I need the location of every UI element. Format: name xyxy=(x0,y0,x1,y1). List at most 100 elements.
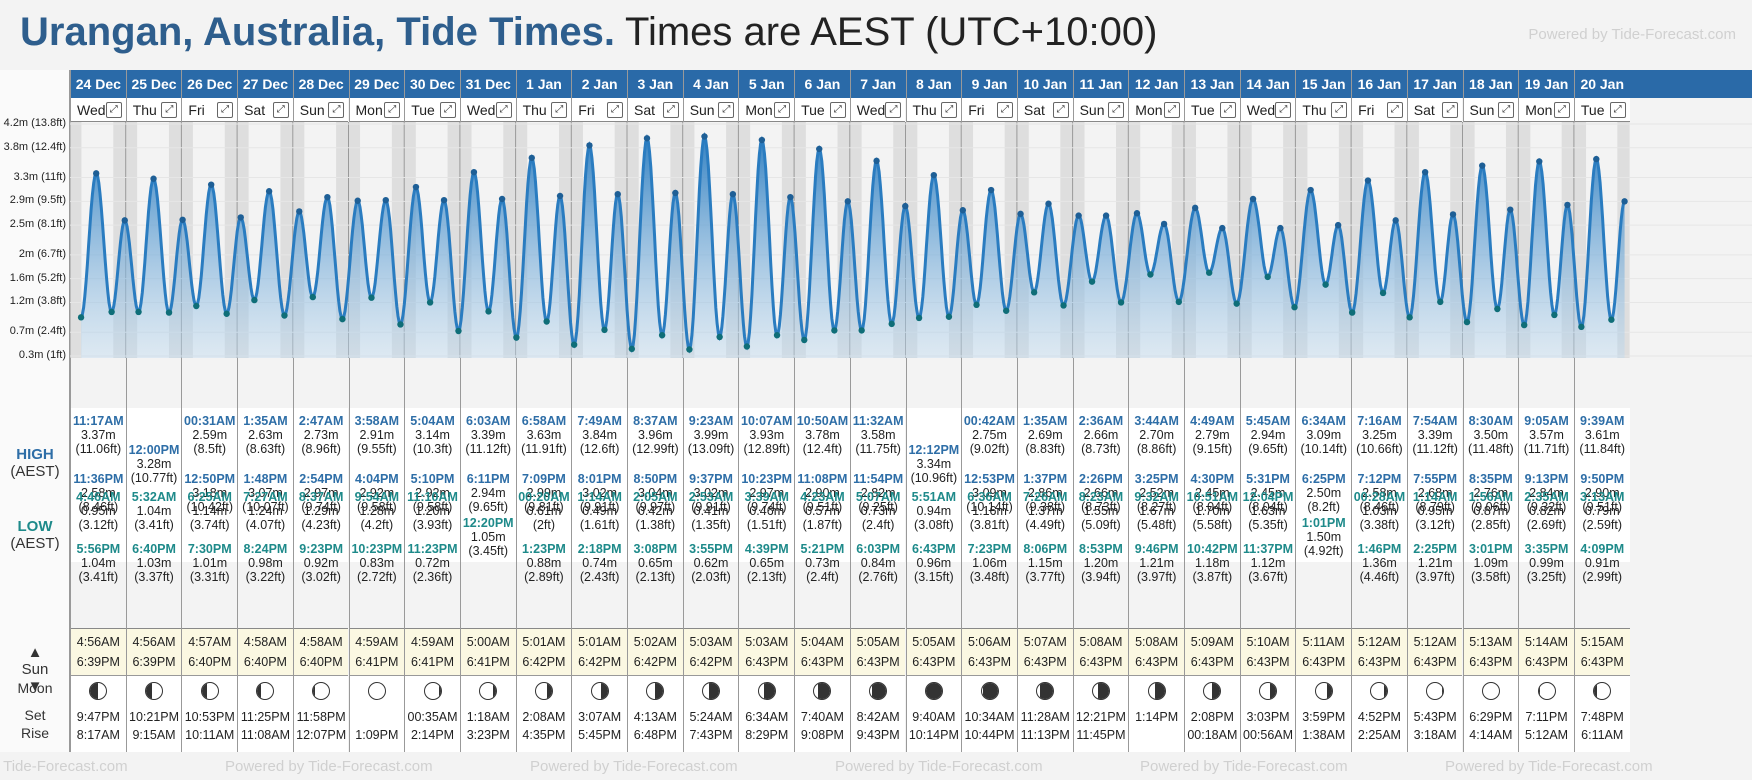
tide-extreme-point xyxy=(1277,224,1284,232)
low-tide-time: 10:51AM xyxy=(1186,490,1239,504)
expand-day-icon[interactable]: ⤢ xyxy=(1442,102,1459,118)
low-tide-feet: (1.61ft) xyxy=(579,518,620,532)
footer-watermark: Powered by Tide-Forecast.com xyxy=(530,758,738,775)
tide-times-cell: 6:03AM 3.39m (11.12ft) 6:11PM 2.94m (9.65ft) 1… xyxy=(460,408,516,562)
expand-day-icon[interactable]: ⤢ xyxy=(1163,102,1180,118)
expand-day-icon[interactable]: ⤢ xyxy=(328,102,345,118)
high-tide: 4:04PM 2.92m (9.58ft) xyxy=(350,472,405,514)
low-tide-time: 1:14AM xyxy=(1412,490,1458,504)
tide-extreme-point xyxy=(1060,302,1067,309)
expand-day-icon[interactable]: ⤢ xyxy=(1553,102,1570,118)
low-tide-feet: (3.15ft) xyxy=(914,570,954,584)
sun-times: 5:06AM 6:43PM xyxy=(962,628,1017,676)
expand-day-icon[interactable]: ⤢ xyxy=(217,102,234,118)
expand-day-icon[interactable]: ⤢ xyxy=(272,102,289,118)
moon-shadow xyxy=(438,683,441,699)
expand-day-icon[interactable]: ⤢ xyxy=(384,102,401,118)
low-tide: 1:23PM 0.88m (2.89ft) xyxy=(517,542,572,584)
low-tide: 4:09PM 0.91m (2.99ft) xyxy=(1575,542,1630,584)
sunrise-time: 5:12AM xyxy=(1357,635,1401,649)
day-date: 17 Jan xyxy=(1413,76,1457,92)
low-tide-feet: (2.69ft) xyxy=(1526,518,1567,532)
expand-day-icon[interactable]: ⤢ xyxy=(606,102,623,118)
expand-day-icon[interactable]: ⤢ xyxy=(1275,102,1292,118)
sunset-time: 6:41PM xyxy=(466,655,510,669)
expand-day-icon[interactable]: ⤢ xyxy=(1498,102,1515,118)
high-tide: 5:04AM 3.14m (10.3ft) xyxy=(405,414,460,456)
tide-extreme-point xyxy=(1002,307,1010,314)
expand-day-icon[interactable]: ⤢ xyxy=(662,102,679,118)
expand-day-icon[interactable]: ⤢ xyxy=(495,102,512,118)
moon-set-time: 2:08PM xyxy=(1190,710,1234,724)
low-tide-meters: 0.62m xyxy=(693,556,729,570)
low-tide-time: 8:24PM xyxy=(243,542,288,556)
low-tide-time: 8:23AM xyxy=(1078,490,1124,504)
moon-shadow xyxy=(1269,683,1277,699)
low-tide-meters: 0.61m xyxy=(526,504,562,518)
expand-day-icon[interactable]: ⤢ xyxy=(1609,102,1626,118)
day-weekday: Thu ⤢ xyxy=(126,98,182,122)
low-tide-meters: 1.03m xyxy=(1362,504,1397,518)
expand-day-icon[interactable]: ⤢ xyxy=(1219,102,1236,118)
sun-times: 5:07AM 6:43PM xyxy=(1017,628,1073,676)
expand-day-icon[interactable]: ⤢ xyxy=(161,102,178,118)
high-tide-meters: 3.37m xyxy=(80,428,116,442)
footer-watermark: Powered by Tide-Forecast.com xyxy=(835,758,1043,775)
high-tide: 7:55PM 2.68m (8.79ft) xyxy=(1408,472,1463,514)
moon-cell: 2:08PM 00:18AM xyxy=(1185,676,1240,752)
expand-day-icon[interactable]: ⤢ xyxy=(439,102,456,118)
low-tide-meters: 1.21m xyxy=(1139,556,1175,570)
high-tide-feet: (9.65ft) xyxy=(468,500,509,514)
tide-times-cell: 8:37AM 3.96m (12.99ft) 8:50PM 3.04m (9.97ft) 2… xyxy=(628,408,683,584)
y-axis-tick-label: 3.3m (11ft) xyxy=(13,170,66,183)
tide-times-cell: 5:04AM 3.14m (10.3ft) 5:10PM 2.92m (9.58ft) 11… xyxy=(405,408,460,584)
moon-cell: 11:28AM 11:13PM xyxy=(1017,676,1073,752)
high-tide: 4:30PM 2.45m (8.04ft) xyxy=(1185,472,1240,514)
expand-day-icon[interactable]: ⤢ xyxy=(1331,102,1348,118)
high-tide: 9:39AM 3.61m (11.84ft) xyxy=(1575,414,1630,456)
expand-day-icon[interactable]: ⤢ xyxy=(718,102,735,118)
low-tide-meters: 0.49m xyxy=(582,504,618,518)
high-tide-meters: 2.52m xyxy=(1139,486,1175,500)
moon-set-time: 7:11PM xyxy=(1525,710,1568,724)
moon-shadow xyxy=(925,683,942,699)
expand-day-icon[interactable]: ⤢ xyxy=(1052,102,1069,118)
expand-day-icon[interactable]: ⤢ xyxy=(941,102,958,118)
day-date: 28 Dec xyxy=(298,76,344,92)
low-tide-feet: (2.59ft) xyxy=(1582,518,1623,532)
expand-day-icon[interactable]: ⤢ xyxy=(551,102,568,118)
moon-cell: 3:59PM 1:38AM xyxy=(1296,676,1352,752)
low-tide-meters: 1.24m xyxy=(248,504,283,518)
tide-times-cell: 9:39AM 3.61m (11.84ft) 9:50PM 2.90m (9.51ft) 3… xyxy=(1574,408,1630,584)
expand-day-icon[interactable]: ⤢ xyxy=(829,102,846,118)
expand-day-icon[interactable]: ⤢ xyxy=(774,102,791,118)
sunset-time: 6:43PM xyxy=(1079,655,1123,669)
high-tide-feet: (9.51ft) xyxy=(802,500,843,514)
low-tide-time: 4:46AM xyxy=(76,490,121,504)
expand-day-icon[interactable]: ⤢ xyxy=(105,102,122,118)
high-tide-meters: 2.58m xyxy=(1362,486,1397,500)
low-tide-meters: 0.72m xyxy=(415,556,450,570)
low-tide-meters: 1.37m xyxy=(1027,504,1063,518)
expand-day-icon[interactable]: ⤢ xyxy=(1108,102,1125,118)
night-shade xyxy=(515,122,528,358)
high-tide-time: 9:23AM xyxy=(688,414,734,428)
sun-times: 5:08AM 6:43PM xyxy=(1073,628,1129,676)
expand-day-icon[interactable]: ⤢ xyxy=(996,102,1013,118)
day-column: 7 Jan Wed ⤢ 11:32AM 3.58m (11.75ft) 11:54PM 2.8… xyxy=(849,70,906,752)
day-column: 8 Jan Thu ⤢ 12:12PM 3.34m (10.96ft) 5:51AM 0.94… xyxy=(905,70,962,752)
low-tide-time: 5:51AM xyxy=(911,490,957,504)
low-tide-feet: (3.22ft) xyxy=(245,570,286,584)
moon-shadow xyxy=(871,683,887,699)
low-tide-meters: 1.09m xyxy=(1473,556,1509,570)
low-tide-time: 1:46PM xyxy=(1357,542,1402,556)
low-tide: 7:27AM 1.24m (4.07ft) xyxy=(238,490,293,532)
sunrise-time: 5:03AM xyxy=(745,635,789,649)
tide-extreme-point xyxy=(1364,177,1372,184)
expand-day-icon[interactable]: ⤢ xyxy=(1386,102,1403,118)
high-tide: 2:54PM 2.97m (9.74ft) xyxy=(294,472,349,514)
tide-extreme-point xyxy=(265,188,273,195)
expand-day-icon[interactable]: ⤢ xyxy=(885,102,902,118)
high-tide-feet: (9.06ft) xyxy=(1471,500,1511,514)
tide-extreme-point xyxy=(440,196,448,204)
